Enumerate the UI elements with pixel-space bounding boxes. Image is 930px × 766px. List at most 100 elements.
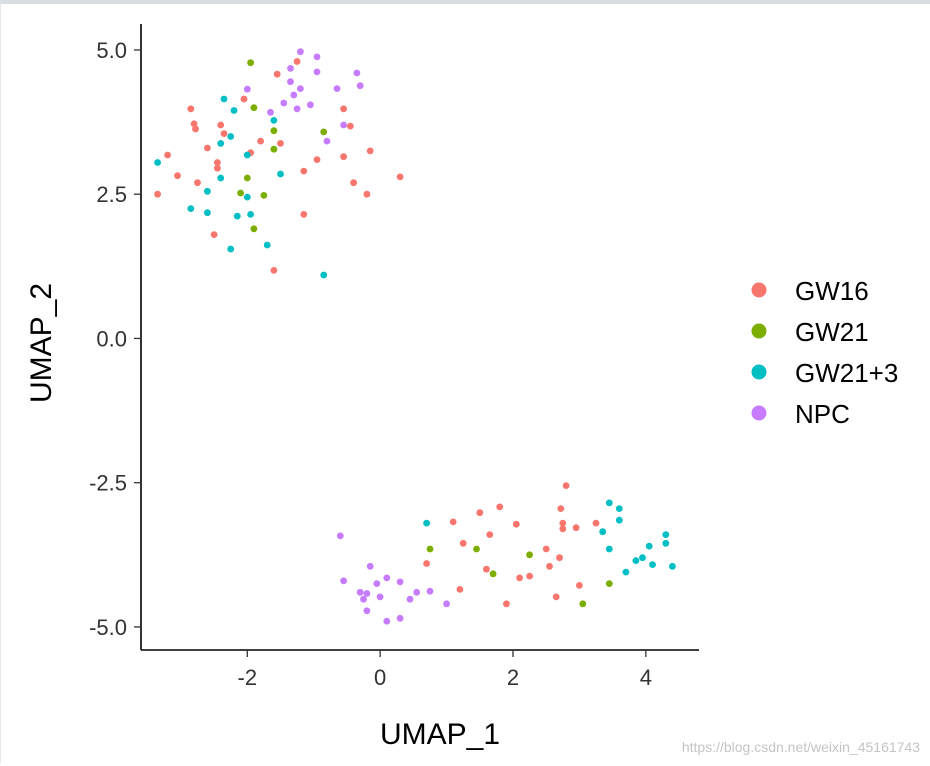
point-gw16: [546, 562, 553, 570]
point-gw16: [542, 545, 550, 553]
point-gw21-3: [632, 557, 640, 564]
point-npc: [396, 578, 404, 586]
point-gw21-3: [645, 542, 653, 550]
x-tick-label: 2: [507, 665, 519, 690]
point-npc: [290, 91, 298, 99]
point-gw21-3: [217, 140, 225, 147]
point-npc: [396, 614, 404, 622]
watermark-text: https://blog.csdn.net/weixin_45161743: [681, 739, 920, 755]
point-gw16: [340, 105, 347, 113]
point-gw16: [423, 560, 430, 567]
point-npc: [313, 53, 321, 61]
point-gw21-3: [662, 539, 670, 547]
point-npc: [363, 607, 371, 615]
point-gw21-3: [154, 159, 162, 166]
point-npc: [297, 85, 304, 92]
point-npc: [426, 587, 434, 595]
point-npc: [280, 99, 288, 107]
point-npc: [406, 595, 414, 603]
point-npc: [383, 574, 391, 582]
point-gw16: [592, 519, 600, 527]
point-gw16: [293, 58, 301, 65]
legend-label-gw16: GW16: [795, 276, 869, 306]
point-gw16: [557, 505, 565, 512]
point-npc: [360, 595, 367, 603]
legend: GW16 GW21 GW21+3 NPC: [751, 276, 898, 429]
point-gw21-3: [669, 562, 676, 570]
point-gw21-3: [605, 499, 613, 507]
legend-key-gw21-3: [751, 364, 767, 380]
y-tick-label: 0.0: [96, 326, 127, 351]
y-tick-label: 2.5: [96, 182, 127, 207]
point-npc: [340, 121, 347, 129]
point-gw16: [552, 593, 560, 601]
point-gw21: [489, 570, 497, 578]
point-gw16: [210, 231, 218, 239]
x-tick-label: 0: [374, 665, 386, 690]
point-gw16: [273, 70, 281, 78]
point-gw21-3: [615, 516, 623, 524]
point-gw21-3: [662, 531, 670, 538]
point-npc: [413, 588, 421, 596]
x-tick-label: -2: [238, 665, 258, 690]
point-gw21-3: [227, 245, 235, 253]
point-gw16: [516, 574, 523, 582]
point-npc: [267, 108, 274, 116]
point-npc: [307, 101, 314, 109]
point-npc: [287, 78, 294, 86]
point-gw16: [449, 518, 457, 526]
point-gw21-3: [230, 107, 238, 114]
point-gw16: [192, 125, 199, 133]
point-gw16: [174, 172, 181, 180]
point-gw16: [512, 520, 520, 528]
point-gw21-3: [204, 209, 211, 217]
point-gw16: [363, 190, 371, 198]
point-gw16: [350, 179, 357, 187]
point-gw16: [396, 173, 404, 181]
point-gw16: [459, 539, 467, 547]
point-npc: [313, 68, 321, 76]
point-gw21-3: [220, 95, 228, 103]
point-npc: [323, 137, 331, 145]
point-npc: [363, 590, 371, 597]
point-gw21: [250, 104, 258, 112]
point-gw16: [300, 211, 308, 218]
point-gw16: [277, 140, 284, 147]
y-axis-title: UMAP_2: [25, 283, 58, 403]
x-tick-label: 4: [640, 665, 652, 690]
point-gw21-3: [247, 211, 255, 218]
point-gw16: [240, 95, 248, 103]
point-gw21-3: [243, 193, 251, 201]
point-gw16: [194, 179, 201, 187]
y-tick-label: -5.0: [89, 615, 127, 640]
point-gw16: [476, 509, 484, 517]
point-npc: [287, 65, 294, 72]
point-gw21: [243, 174, 251, 182]
point-gw21-3: [243, 151, 251, 159]
point-gw16: [313, 156, 321, 164]
point-gw21-3: [263, 241, 271, 249]
point-gw21-3: [639, 554, 646, 562]
point-npc: [336, 532, 344, 540]
point-gw16: [270, 267, 278, 274]
point-gw16: [486, 531, 494, 538]
point-gw21: [250, 225, 258, 233]
legend-key-gw21: [751, 323, 767, 339]
point-gw21: [237, 189, 245, 197]
point-gw16: [346, 122, 354, 130]
point-gw16: [214, 159, 221, 166]
point-gw21: [270, 127, 278, 135]
point-gw21-3: [599, 528, 607, 536]
legend-key-npc: [751, 405, 767, 421]
point-gw21-3: [622, 568, 630, 576]
point-gw16: [456, 586, 464, 593]
point-gw21-3: [320, 271, 328, 279]
point-gw21: [320, 128, 328, 136]
y-tick-label: 5.0: [96, 38, 127, 63]
legend-key-gw16: [751, 282, 767, 298]
point-gw16: [496, 503, 504, 511]
point-npc: [356, 588, 364, 596]
point-gw16: [300, 167, 308, 175]
point-gw21-3: [605, 545, 613, 553]
point-npc: [366, 562, 374, 570]
